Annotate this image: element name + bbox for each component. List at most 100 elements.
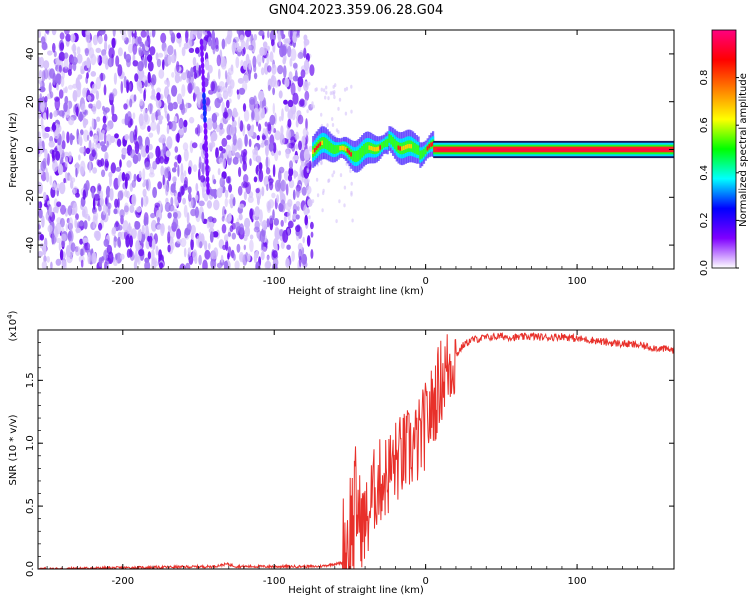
spectrogram-noise-cell [272, 102, 275, 115]
spectrogram-noise-cell [255, 261, 260, 269]
spectrogram-noise-cell [147, 235, 151, 242]
spectrogram-ytick-label: -20 [25, 189, 36, 205]
spectrogram-noise-cell [306, 235, 311, 247]
spectrogram-streak-cell [205, 158, 209, 165]
spectrogram-noise-cell [228, 183, 233, 193]
spectrogram-noise-cell [265, 146, 268, 155]
spectrogram-noise-cell [187, 82, 193, 94]
spectrogram-noise-cell [129, 205, 135, 213]
spectrogram-noise-cell [142, 168, 146, 181]
spectrogram-noise-cell [98, 257, 103, 268]
spectrogram-noise-cell [93, 193, 100, 201]
spectrogram-noise-cell [301, 186, 307, 196]
spectrogram-noise-cell [258, 90, 265, 102]
spectrogram-noise-cell [96, 54, 100, 64]
spectrogram-noise-cell [256, 135, 260, 141]
spectrogram-noise-cell [42, 243, 47, 256]
spectrogram-noise-cell [337, 106, 340, 111]
spectrogram-noise-cell [300, 161, 306, 167]
spectrogram-streak-cell [204, 134, 208, 142]
spectrogram-noise-cell [243, 109, 250, 122]
spectrogram-noise-cell [63, 178, 66, 184]
spectrogram-noise-cell [103, 107, 110, 113]
spectrogram-noise-cell [244, 225, 250, 237]
spectrogram-noise-cell [280, 125, 284, 137]
spectrogram-noise-cell [123, 75, 127, 89]
spectrogram-noise-cell [221, 38, 226, 50]
spectrogram-noise-cell [269, 215, 274, 224]
spectrogram-noise-cell [243, 72, 250, 84]
spectrogram-noise-cell [249, 234, 254, 240]
spectrogram-noise-cell [77, 74, 83, 80]
spectrogram-noise-cell [162, 142, 167, 155]
spectrogram-noise-cell [67, 84, 74, 90]
spectrogram-noise-cell [48, 140, 55, 148]
spectrogram-noise-cell [256, 195, 260, 206]
spectrogram-noise-cell [222, 111, 229, 119]
snr-xlabel: Height of straight line (km) [288, 585, 424, 596]
spectrogram-noise-cell [149, 103, 152, 115]
spectrogram-streak-cell [205, 169, 210, 177]
spectrogram-noise-cell [173, 161, 178, 168]
spectrogram-noise-cell [165, 150, 171, 158]
spectrogram-noise-cell [286, 128, 291, 141]
spectrogram-noise-cell [199, 142, 203, 150]
spectrogram-noise-cell [283, 99, 288, 105]
spectrogram-noise-cell [116, 138, 122, 147]
spectrogram-noise-cell [180, 237, 187, 248]
colorbar: 0.0 0.2 0.4 0.6 0.8 Normalized spectral ampl… [699, 29, 749, 276]
spectrogram-noise-cell [123, 51, 127, 60]
spectrogram-noise-cell [307, 198, 313, 207]
spectrogram-noise-cell [84, 109, 89, 116]
spectrogram-noise-cell [133, 260, 138, 269]
spectrogram-noise-cell [181, 84, 186, 97]
spectrogram-noise-cell [134, 221, 141, 230]
spectrogram-noise-cell [321, 208, 324, 213]
spectrogram-noise-cell [99, 30, 106, 35]
spectrogram-noise-cell [322, 191, 325, 196]
spectrogram-noise-cell [192, 56, 197, 66]
spectrogram-noise-cell [101, 144, 108, 152]
spectrogram-noise-cell [237, 45, 243, 53]
spectrogram-noise-cell [121, 118, 126, 125]
spectrogram-noise-cell [178, 37, 182, 48]
spectrogram-noise-cell [236, 243, 241, 253]
spectrogram-signal [312, 126, 435, 173]
spectrogram-noise-cell [216, 187, 223, 199]
spectrogram-noise-cell [272, 45, 276, 53]
spectrogram-streak-cell [202, 98, 206, 106]
spectrogram-noise-cell [236, 30, 242, 35]
spectrogram-noise-cell [79, 238, 83, 245]
spectrogram-noise-cell [287, 174, 293, 182]
spectrogram-noise-cell [78, 133, 83, 146]
spectrogram-streak-cell [204, 152, 209, 159]
spectrogram-noise-cell [126, 160, 132, 168]
spectrogram-noise-cell [75, 106, 79, 117]
spectrogram-noise-cell [284, 104, 289, 112]
spectrogram-noise-cell [111, 226, 117, 235]
spectrogram-noise-cell [121, 171, 126, 182]
spectrogram-noise-cell [304, 214, 309, 226]
spectrogram-noise-cell [188, 116, 195, 124]
spectrogram-noise-cell [257, 107, 264, 121]
spectrogram-noise-cell [56, 201, 62, 207]
spectrogram-noise-cell [140, 197, 144, 208]
spectrogram-noise-cell [61, 130, 65, 142]
spectrogram-streak-cell [205, 163, 209, 171]
spectrogram-noise-cell [285, 38, 291, 44]
spectrogram-noise-cell [264, 62, 269, 75]
spectrogram-noise-cell [93, 134, 99, 144]
spectrogram-noise-cell [293, 169, 297, 179]
spectrogram-noise-cell [258, 123, 262, 132]
spectrogram-noise-cell [41, 41, 48, 51]
spectrogram-noise-cell [232, 133, 237, 146]
spectrogram-noise-cell [75, 227, 81, 233]
spectrogram-noise-cell [158, 262, 164, 269]
spectrogram-noise-cell [306, 109, 309, 114]
spectrogram-noise-cell [58, 89, 64, 99]
spectrogram-noise-cell [144, 55, 148, 69]
spectrogram-noise-cell [126, 79, 129, 86]
spectrogram-noise-cell [139, 98, 144, 107]
spectrogram-noise-cell [242, 148, 248, 157]
spectrogram-noise-cell [126, 248, 131, 258]
